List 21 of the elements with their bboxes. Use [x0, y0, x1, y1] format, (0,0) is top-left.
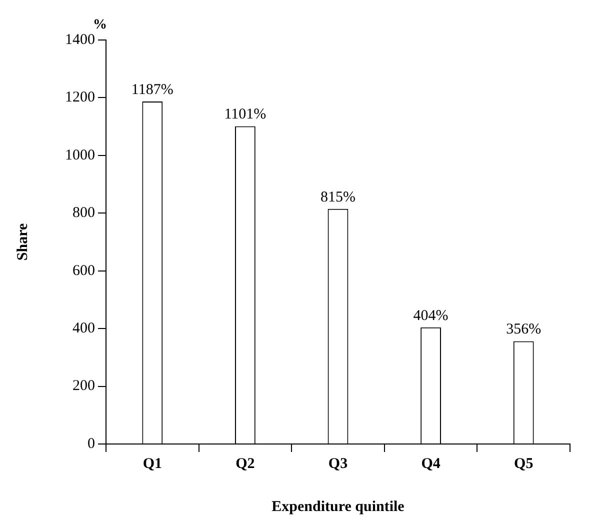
y-tick-label: 1200 — [65, 90, 95, 106]
data-label: 1101% — [224, 106, 266, 123]
y-tick-label: 0 — [88, 436, 95, 452]
x-axis-title: Expenditure quintile — [272, 498, 405, 515]
y-axis-title: Share — [14, 223, 31, 261]
x-tick-label: Q4 — [421, 456, 441, 472]
y-tick-label: 1000 — [65, 147, 95, 164]
x-tick-label: Q2 — [236, 456, 255, 472]
x-tick-label: Q5 — [514, 456, 534, 472]
y-tick-label: 200 — [72, 378, 95, 394]
data-label: 815% — [320, 189, 356, 206]
data-label: 356% — [506, 322, 542, 338]
x-tick-label: Q1 — [142, 456, 162, 472]
y-tick-label: 1400 — [65, 32, 95, 48]
data-label: 1187% — [131, 82, 174, 98]
y-tick-label: 600 — [72, 262, 95, 279]
x-tick-label: Q3 — [328, 456, 348, 472]
data-label: 404% — [413, 308, 448, 324]
text: % — [93, 18, 107, 33]
y-tick-label: 400 — [72, 320, 95, 337]
y-tick-label: 800 — [72, 205, 95, 222]
